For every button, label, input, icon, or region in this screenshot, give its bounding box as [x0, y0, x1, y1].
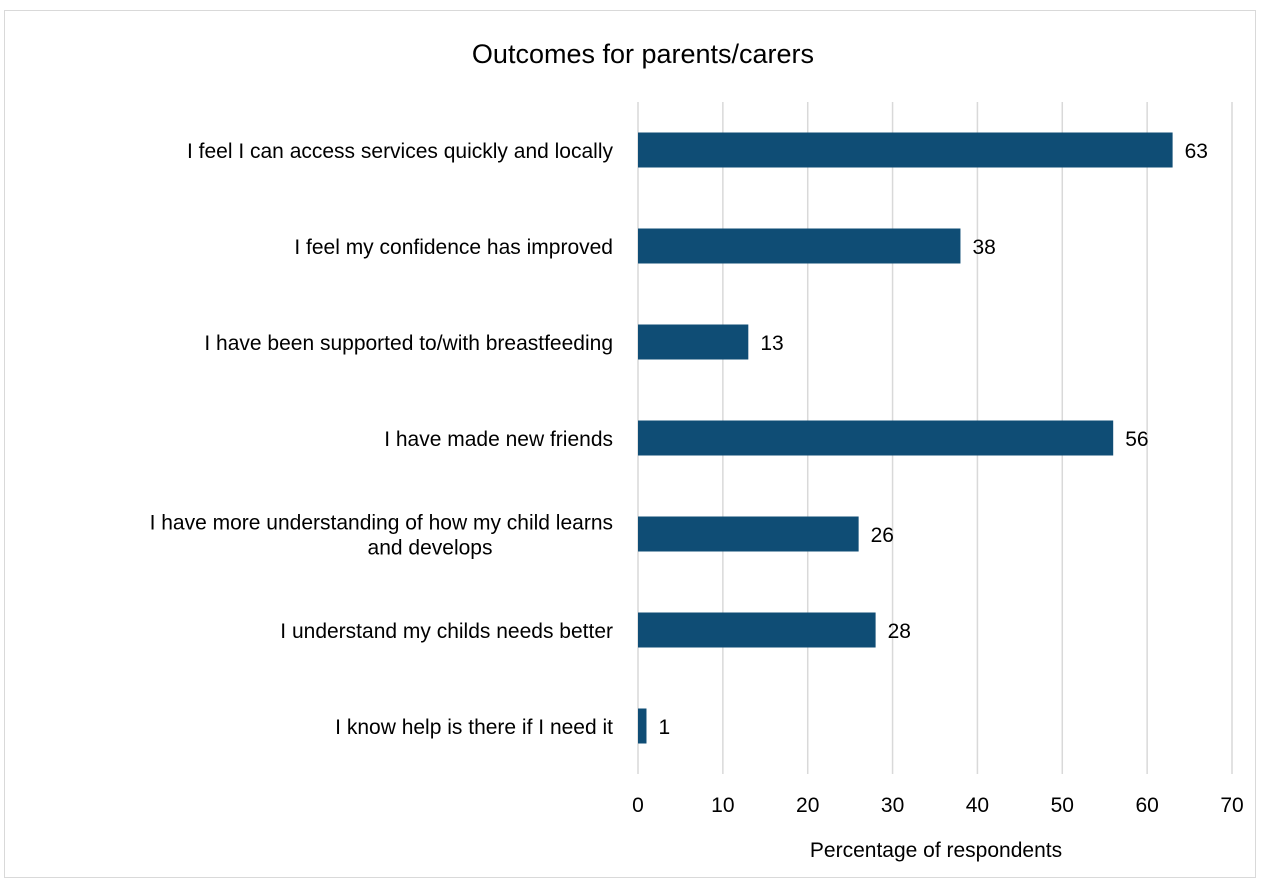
x-tick-label: 70: [1220, 794, 1243, 817]
chart-title: Outcomes for parents/carers: [472, 39, 814, 69]
data-label: 26: [871, 524, 894, 547]
category-label-line: I understand my childs needs better: [280, 620, 613, 643]
category-label-line: I feel my confidence has improved: [294, 236, 613, 259]
category-label-line: I have more understanding of how my chil…: [150, 512, 613, 535]
category-label: I know help is there if I need it: [335, 716, 613, 739]
x-tick-label: 0: [632, 794, 644, 817]
category-label: I have been supported to/with breastfeed…: [204, 332, 613, 355]
category-label: I feel I can access services quickly and…: [187, 140, 614, 163]
category-label: I understand my childs needs better: [280, 620, 613, 643]
category-label-line: I feel I can access services quickly and…: [187, 140, 614, 163]
bars: [638, 132, 1173, 744]
x-tick-label: 20: [796, 794, 819, 817]
bar: [638, 420, 1114, 456]
category-label-line: I know help is there if I need it: [335, 716, 613, 739]
data-label: 1: [658, 716, 670, 739]
x-tick-label: 60: [1135, 794, 1158, 817]
category-label-line: I have been supported to/with breastfeed…: [204, 332, 613, 355]
data-label: 56: [1125, 428, 1148, 451]
labels: 0 10 20 30 40 50 60 70 63 I feel I can access ser…: [150, 140, 1244, 817]
bar: [638, 516, 859, 552]
x-tick-label: 50: [1051, 794, 1074, 817]
data-label: 28: [888, 620, 911, 643]
x-tick-label: 40: [966, 794, 989, 817]
bar: [638, 132, 1173, 168]
x-axis-title: Percentage of respondents: [810, 839, 1062, 862]
category-label-line: and develops: [368, 537, 493, 560]
data-label: 63: [1185, 140, 1208, 163]
bar: [638, 228, 961, 264]
data-label: 13: [760, 332, 783, 355]
category-label-line: I have made new friends: [384, 428, 613, 451]
data-label: 38: [972, 236, 995, 259]
category-label: I feel my confidence has improved: [294, 236, 613, 259]
bar: [638, 708, 647, 744]
x-tick-label: 30: [881, 794, 904, 817]
x-tick-label: 10: [711, 794, 734, 817]
category-label: I have more understanding of how my chil…: [150, 512, 613, 560]
bar: [638, 612, 876, 648]
bar: [638, 324, 749, 360]
category-label: I have made new friends: [384, 428, 613, 451]
